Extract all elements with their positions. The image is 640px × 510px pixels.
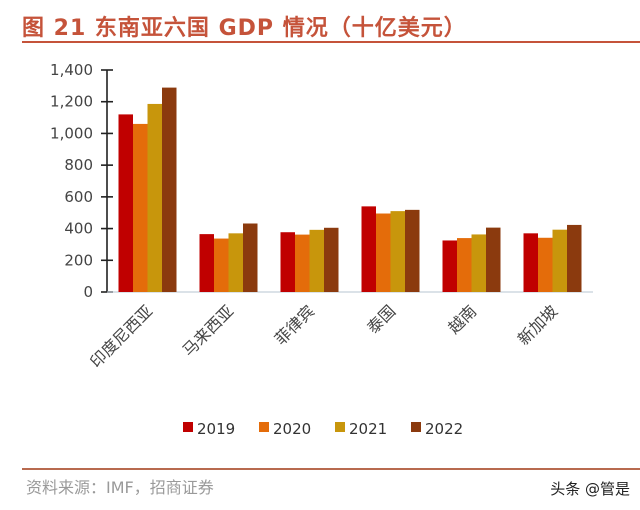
y-tick-label: 600 (64, 188, 93, 206)
bar-2020 (295, 234, 310, 292)
y-axis: 0 200 400 600 800 1,000 1,200 1,400 (50, 61, 113, 301)
bar-2019 (118, 114, 133, 293)
bar-2021 (147, 103, 162, 292)
y-tick-label: 1,200 (50, 93, 93, 111)
bar-2020 (538, 237, 553, 292)
bar-2021 (471, 234, 486, 292)
category-label: 泰国 (363, 301, 399, 337)
category-label: 印度尼西亚 (86, 301, 156, 371)
category-label: 越南 (444, 301, 480, 337)
bar-2021 (552, 229, 567, 292)
bar-2022 (567, 224, 582, 292)
bars (118, 87, 582, 293)
legend: 2019 2020 2021 2022 (183, 420, 463, 438)
chart-title: 图 21 东南亚六国 GDP 情况（十亿美元） (22, 16, 467, 41)
source-note: 资料来源：IMF，招商证券 (26, 478, 214, 497)
bar-2019 (280, 232, 295, 292)
bar-2021 (228, 233, 243, 292)
legend-label-2022: 2022 (425, 420, 463, 438)
bar-2020 (214, 238, 229, 292)
y-tick-label: 0 (83, 283, 93, 301)
category-labels: 印度尼西亚 马来西亚 菲律宾 泰国 越南 新加坡 (86, 301, 561, 371)
title-divider (22, 41, 640, 43)
y-tick-label: 200 (64, 251, 93, 269)
legend-label-2020: 2020 (273, 420, 311, 438)
y-tick-label: 1,400 (50, 61, 93, 79)
category-label: 马来西亚 (179, 301, 238, 360)
footer-divider (22, 468, 640, 470)
legend-label-2021: 2021 (349, 420, 387, 438)
bar-2020 (133, 123, 148, 293)
y-tick-label: 400 (64, 220, 93, 238)
bar-2019 (442, 240, 457, 292)
bar-2021 (309, 229, 324, 292)
bar-chart: 0 200 400 600 800 1,000 1,200 1,400 印度尼西亚 马来西亚 菲律… (50, 61, 593, 438)
legend-swatch-2019 (183, 422, 193, 432)
bar-2022 (324, 227, 339, 292)
y-tick-label: 800 (64, 156, 93, 174)
legend-swatch-2022 (411, 422, 421, 432)
watermark: 头条 @管是 (550, 480, 630, 498)
bar-2022 (405, 209, 420, 292)
legend-swatch-2021 (335, 422, 345, 432)
category-label: 新加坡 (514, 301, 561, 348)
bar-2020 (457, 238, 472, 292)
bar-2021 (390, 211, 405, 292)
bar-2019 (523, 233, 538, 292)
bar-2022 (486, 227, 501, 292)
bar-2019 (199, 234, 214, 292)
legend-swatch-2020 (259, 422, 269, 432)
bar-2020 (376, 213, 391, 292)
category-label: 菲律宾 (271, 301, 318, 348)
bar-2022 (162, 87, 177, 292)
bar-2019 (361, 206, 376, 292)
legend-label-2019: 2019 (197, 420, 235, 438)
y-tick-label: 1,000 (50, 124, 93, 142)
bar-2022 (243, 223, 258, 292)
